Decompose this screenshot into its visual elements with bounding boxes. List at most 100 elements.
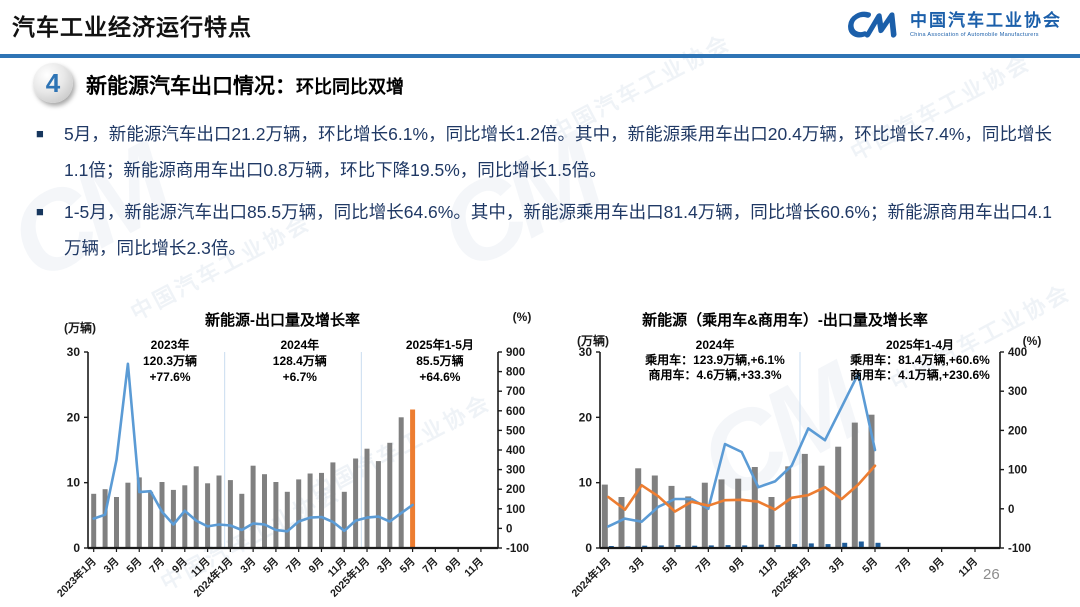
bullet-item: ■ 1-5月，新能源汽车出口85.5万辆，同比增长64.6%。其中，新能源乘用车… — [36, 194, 1052, 266]
right-axis-unit: (%) — [1023, 334, 1042, 348]
title-divider — [0, 54, 1080, 58]
bullet-list: ■ 5月，新能源汽车出口21.2万辆，环比增长6.1%，同比增长1.2倍。其中，… — [36, 116, 1052, 272]
right-chart-canvas: 0 10 20 30 -100 0 100 200 300 400 2024年1月 3月 5月 7月 9月 1… — [569, 333, 1042, 600]
svg-text:商用车：4.6万辆,+33.3%: 商用车：4.6万辆,+33.3% — [648, 367, 781, 382]
bar-series-0 — [91, 409, 416, 548]
logo-org-name-en: China Association of Automobile Manufact… — [910, 32, 1039, 38]
left-chart-title: 新能源-出口量及增长率 — [205, 312, 360, 329]
svg-text:+77.6%: +77.6% — [149, 370, 190, 384]
logo-org-name: 中国汽车工业协会 — [910, 11, 1062, 30]
right-axis-unit: (%) — [513, 310, 532, 324]
svg-text:85.5万辆: 85.5万辆 — [416, 353, 463, 368]
svg-text:3月: 3月 — [102, 556, 122, 576]
svg-text:5月: 5月 — [660, 556, 680, 576]
svg-text:300: 300 — [1008, 386, 1027, 398]
right-chart-title: 新能源（乘用车&商用车）-出口量及增长率 — [642, 312, 928, 329]
svg-text:200: 200 — [506, 484, 525, 496]
page-number: 26 — [983, 566, 1000, 583]
svg-text:2025年1-5月: 2025年1-5月 — [406, 337, 474, 352]
cma-logo-icon — [848, 8, 902, 42]
svg-text:5月: 5月 — [124, 556, 144, 576]
right-axis-ticks: -100 0 100 200 300 400 500 600 700 800 900 — [498, 347, 529, 555]
section-number-badge: 4 — [33, 63, 73, 103]
svg-text:-100: -100 — [1008, 543, 1031, 555]
svg-text:100: 100 — [506, 504, 525, 516]
svg-text:3月: 3月 — [627, 556, 647, 576]
svg-text:9月: 9月 — [927, 556, 947, 576]
svg-text:7月: 7月 — [693, 556, 713, 576]
svg-text:128.4万辆: 128.4万辆 — [273, 353, 327, 368]
svg-text:3月: 3月 — [375, 556, 395, 576]
svg-text:400: 400 — [506, 445, 525, 457]
svg-text:2024年: 2024年 — [696, 337, 735, 352]
svg-text:5月: 5月 — [261, 556, 281, 576]
svg-text:5月: 5月 — [398, 556, 418, 576]
svg-text:+6.7%: +6.7% — [283, 370, 318, 384]
svg-text:5月: 5月 — [860, 556, 880, 576]
svg-text:3月: 3月 — [238, 556, 258, 576]
svg-text:乘用车：123.9万辆,+6.1%: 乘用车：123.9万辆,+6.1% — [644, 352, 785, 367]
bullet-square-icon: ■ — [36, 126, 44, 141]
svg-text:700: 700 — [506, 386, 525, 398]
year-separators — [224, 352, 362, 548]
svg-text:乘用车：81.4万辆,+60.6%: 乘用车：81.4万辆,+60.6% — [849, 352, 990, 367]
growth-line-0 — [606, 372, 877, 528]
svg-text:2023年1月: 2023年1月 — [54, 555, 99, 600]
growth-line-1 — [606, 464, 877, 513]
svg-text:400: 400 — [1008, 347, 1027, 359]
svg-text:7月: 7月 — [147, 556, 167, 576]
bullet-item: ■ 5月，新能源汽车出口21.2万辆，环比增长6.1%，同比增长1.2倍。其中，… — [36, 116, 1052, 188]
svg-text:900: 900 — [506, 347, 525, 359]
svg-text:20: 20 — [579, 410, 593, 424]
svg-text:-100: -100 — [506, 543, 529, 555]
svg-text:9月: 9月 — [170, 556, 190, 576]
svg-text:20: 20 — [67, 410, 81, 424]
svg-text:120.3万辆: 120.3万辆 — [143, 353, 197, 368]
svg-text:10: 10 — [67, 476, 81, 490]
svg-text:0: 0 — [506, 523, 512, 535]
svg-text:600: 600 — [506, 406, 525, 418]
svg-text:11月: 11月 — [462, 556, 486, 580]
svg-text:11月: 11月 — [756, 556, 780, 580]
axes — [599, 352, 1001, 550]
left-axis-ticks: 0 10 20 30 — [67, 345, 88, 555]
svg-text:7月: 7月 — [420, 556, 440, 576]
bullet-text: 5月，新能源汽车出口21.2万辆，环比增长6.1%，同比增长1.2倍。其中，新能… — [64, 124, 1052, 180]
svg-text:2023年: 2023年 — [151, 337, 190, 352]
svg-text:2025年1-4月: 2025年1-4月 — [886, 337, 954, 352]
left-chart-canvas: 0 10 20 30 -100 0 100 200 300 400 500 600 700 800 900 2… — [54, 310, 532, 600]
growth-line-0 — [92, 362, 414, 533]
svg-text:0: 0 — [1008, 504, 1014, 516]
logo: 中国汽车工业协会 China Association of Automobile… — [848, 8, 1062, 42]
svg-text:30: 30 — [67, 345, 81, 359]
bullet-text: 1-5月，新能源汽车出口85.5万辆，同比增长64.6%。其中，新能源乘用车出口… — [64, 202, 1052, 258]
svg-text:7月: 7月 — [284, 556, 304, 576]
left-chart: 新能源-出口量及增长率 0 10 20 30 -100 0 100 200 300 400 500 6… — [30, 305, 535, 607]
svg-text:+64.6%: +64.6% — [419, 370, 460, 384]
svg-text:7月: 7月 — [893, 556, 913, 576]
svg-text:10: 10 — [579, 476, 593, 490]
section-heading: 新能源汽车出口情况：环比同比双增 — [86, 70, 404, 100]
svg-text:9月: 9月 — [443, 556, 463, 576]
svg-text:800: 800 — [506, 367, 525, 379]
section-subtitle: 环比同比双增 — [296, 77, 404, 97]
svg-text:0: 0 — [73, 541, 80, 555]
right-chart: 新能源（乘用车&商用车）-出口量及增长率 0 10 20 30 -100 0 100 200 3… — [545, 305, 1080, 607]
svg-text:0: 0 — [585, 541, 592, 555]
left-axis-unit: (万辆) — [64, 320, 96, 335]
svg-text:9月: 9月 — [307, 556, 327, 576]
svg-text:2024年1月: 2024年1月 — [569, 555, 614, 600]
svg-text:100: 100 — [1008, 465, 1027, 477]
left-axis-unit: (万辆) — [577, 333, 609, 348]
bar-series-0 — [601, 414, 875, 548]
svg-text:30: 30 — [579, 345, 593, 359]
right-axis-ticks: -100 0 100 200 300 400 — [1000, 347, 1031, 555]
svg-text:500: 500 — [506, 425, 525, 437]
left-axis-ticks: 0 10 20 30 — [579, 345, 600, 555]
svg-text:9月: 9月 — [727, 556, 747, 576]
